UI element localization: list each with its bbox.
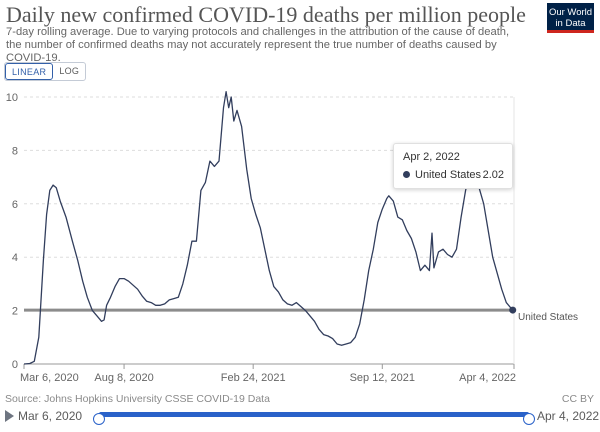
hover-point bbox=[509, 306, 517, 314]
tooltip-value: 2.02 bbox=[482, 169, 504, 181]
tooltip-series-dot bbox=[403, 171, 410, 178]
y-tick-label: 0 bbox=[12, 359, 18, 371]
y-tick-label: 8 bbox=[12, 145, 18, 157]
y-tick-label: 10 bbox=[6, 92, 18, 104]
x-tick-label: Mar 6, 2020 bbox=[20, 372, 79, 384]
series-end-label[interactable]: United States bbox=[518, 312, 579, 323]
timeline-track[interactable] bbox=[93, 412, 535, 425]
hover-tooltip: Apr 2, 2022 United States 2.02 bbox=[393, 143, 513, 189]
x-tick-label: Sep 12, 2021 bbox=[350, 372, 415, 384]
y-tick-label: 2 bbox=[12, 306, 18, 318]
x-tick-label: Aug 8, 2020 bbox=[94, 372, 153, 384]
play-icon[interactable] bbox=[5, 410, 14, 422]
x-tick-label: Feb 24, 2021 bbox=[221, 372, 286, 384]
owid-logo[interactable]: Our World in Data bbox=[547, 3, 594, 33]
logo-line-1: Our World bbox=[548, 7, 593, 18]
tooltip-date: Apr 2, 2022 bbox=[403, 151, 460, 163]
linear-scale-button[interactable]: LINEAR bbox=[5, 63, 54, 80]
scale-toggle: LINEAR LOG bbox=[4, 62, 87, 81]
timeline-end-handle[interactable] bbox=[523, 413, 535, 425]
y-tick-label: 6 bbox=[12, 199, 18, 211]
series-line bbox=[23, 91, 515, 365]
y-tick-label: 4 bbox=[12, 252, 18, 264]
line-chart: 0 2 4 6 8 10 Mar 6, 2020 Aug 8, 2020 Feb 24, 202… bbox=[6, 91, 517, 384]
timeline-start-handle[interactable] bbox=[93, 413, 105, 425]
source-note[interactable]: Source: Johns Hopkins University CSSE CO… bbox=[5, 393, 270, 405]
timeline-start-label: Mar 6, 2020 bbox=[18, 409, 83, 423]
tooltip-series-name: United States bbox=[415, 169, 482, 181]
logo-accent-bar bbox=[547, 30, 594, 33]
license-link[interactable]: CC BY bbox=[561, 393, 594, 405]
log-scale-button[interactable]: LOG bbox=[59, 66, 80, 76]
chart-title: Daily new confirmed COVID-19 deaths per … bbox=[6, 2, 526, 27]
timeline-slider: Mar 6, 2020 Apr 4, 2022 bbox=[0, 406, 600, 428]
chart-subtitle: 7-day rolling average. Due to varying pr… bbox=[6, 26, 510, 64]
x-tick-label: Apr 4, 2022 bbox=[459, 372, 516, 384]
logo-line-2: in Data bbox=[555, 18, 586, 29]
timeline-end-label: Apr 4, 2022 bbox=[537, 409, 600, 423]
